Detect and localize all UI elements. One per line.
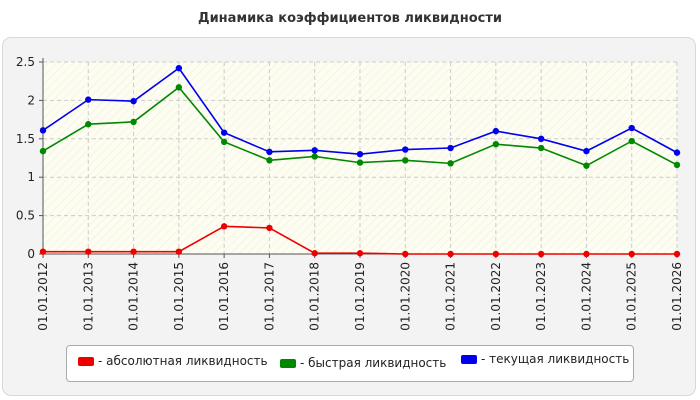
chart-title: Динамика коэффициентов ликвидности [198, 11, 502, 26]
data-point [85, 121, 92, 128]
x-tick-label: 01.01.2014 [127, 262, 141, 331]
y-tick-label: 0.5 [16, 209, 35, 223]
data-point [537, 135, 545, 142]
grid-lines [43, 61, 678, 254]
x-tick-label: 01.01.2025 [625, 262, 639, 331]
data-point [537, 144, 545, 152]
legend-label-current: - текущая ликвидность [481, 352, 630, 366]
data-point [492, 127, 500, 135]
data-point [402, 250, 409, 258]
data-point [673, 149, 681, 156]
x-tick-label: 01.01.2016 [217, 262, 231, 331]
data-point [447, 144, 454, 152]
data-point [583, 162, 590, 169]
legend-label-quick: - быстрая ликвидность [300, 356, 447, 370]
x-tick-label: 01.01.2021 [444, 262, 458, 331]
x-tick-label: 01.01.2020 [398, 262, 412, 331]
y-tick-label: 0 [27, 247, 35, 261]
legend-swatch-current [461, 354, 477, 364]
data-point [628, 250, 635, 258]
y-tick-label: 1 [27, 170, 35, 184]
x-tick-label: 01.01.2015 [172, 262, 186, 331]
data-point [220, 138, 228, 146]
legend-label-absolute: - абсолютная ликвидность [98, 354, 268, 368]
data-point [220, 129, 228, 136]
data-point [583, 147, 590, 155]
data-point [402, 157, 409, 164]
data-point [266, 224, 273, 232]
data-point [130, 97, 137, 105]
y-tick-label: 2 [27, 93, 35, 107]
data-point [673, 161, 681, 169]
x-tick-label: 01.01.2022 [489, 262, 503, 331]
series-lines [39, 64, 681, 258]
data-point [628, 137, 635, 145]
x-tick-labels: 01.01.2012 01.01.2013 01.01.2014 01.01.2015… [36, 254, 684, 331]
data-point [266, 148, 273, 156]
data-point [356, 150, 364, 158]
legend: - абсолютная ликвидность - быстрая ликви… [66, 345, 634, 382]
x-tick-label: 01.01.2012 [36, 262, 50, 331]
x-tick-label: 01.01.2017 [262, 262, 276, 331]
data-point [447, 160, 454, 167]
data-point [39, 127, 47, 134]
data-point [85, 248, 92, 255]
x-tick-label: 01.01.2013 [81, 262, 95, 331]
data-point [220, 223, 228, 230]
data-point [175, 84, 183, 91]
data-point [628, 124, 635, 132]
legend-swatch-quick [280, 358, 296, 368]
data-point [85, 96, 92, 103]
legend-item-current: - текущая ликвидность [461, 351, 629, 367]
x-tick-label: 01.01.2023 [534, 262, 548, 331]
x-tick-label: 01.01.2018 [308, 262, 322, 331]
data-point [537, 250, 545, 258]
data-point [39, 147, 47, 155]
data-point [130, 118, 137, 126]
data-point [492, 140, 500, 148]
data-point [492, 250, 500, 258]
data-point [311, 153, 318, 160]
x-tick-label: 01.01.2026 [670, 262, 684, 331]
data-point [39, 248, 47, 255]
data-point [130, 248, 137, 255]
data-point [311, 250, 318, 257]
data-point [175, 64, 183, 72]
data-point [673, 250, 681, 258]
data-point [583, 250, 590, 258]
legend-item-absolute: - абсолютная ликвидность [78, 353, 268, 369]
legend-item-quick: - быстрая ликвидность [280, 355, 446, 371]
data-point [356, 250, 364, 257]
data-point [447, 250, 454, 258]
y-tick-labels: 0 0.5 1 1.5 2 2.5 [16, 55, 43, 261]
legend-swatch-absolute [78, 356, 94, 366]
data-point [402, 146, 409, 153]
y-tick-label: 1.5 [16, 132, 35, 146]
data-point [266, 157, 273, 164]
data-point [356, 159, 364, 166]
x-tick-label: 01.01.2024 [579, 262, 593, 331]
data-point [175, 248, 183, 255]
data-point [311, 147, 318, 154]
y-tick-label: 2.5 [16, 55, 35, 69]
x-tick-label: 01.01.2019 [353, 262, 367, 331]
